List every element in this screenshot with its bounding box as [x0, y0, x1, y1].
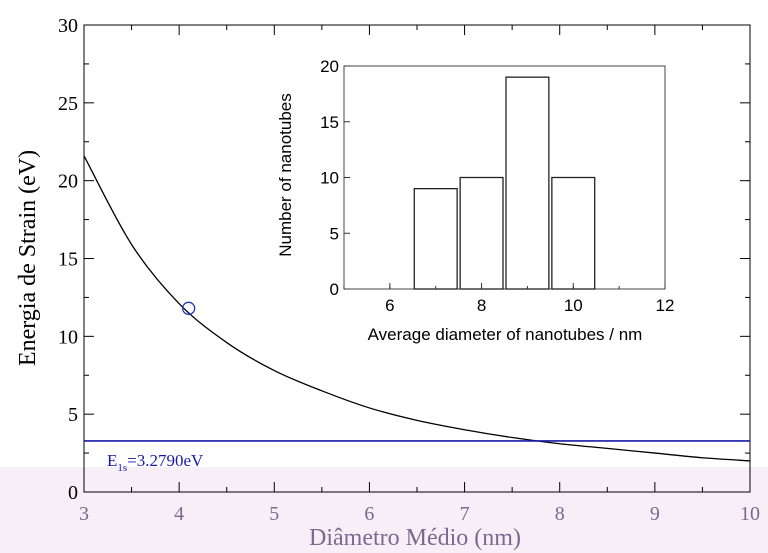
data-point-marker [182, 301, 196, 315]
main-x-tick-label: 10 [740, 503, 760, 525]
inset-x-tick-label: 6 [385, 296, 394, 315]
inset-y-tick-label: 15 [320, 113, 339, 132]
main-tick-labels: 3 4 5 6 7 8 9 10 0 5 10 15 20 25 30 [58, 15, 760, 525]
inset-y-tick-label: 20 [320, 57, 339, 76]
main-y-axis-title: Energia de Strain (eV) [15, 150, 41, 366]
inset-x-axis-title: Average diameter of nanotubes / nm [368, 325, 643, 344]
inset-y-tick-label: 0 [330, 280, 339, 299]
histogram-bar [505, 76, 550, 290]
inset-x-tick-label: 10 [564, 296, 583, 315]
e1s-annotation-main: E [107, 451, 117, 470]
main-x-tick-label: 4 [174, 503, 184, 525]
inset-y-tick-label: 5 [330, 224, 339, 243]
e1s-annotation: E1s=3.2790eV [107, 451, 204, 474]
main-y-tick-label: 5 [68, 404, 78, 426]
inset-y-tick-label: 10 [320, 169, 339, 188]
main-x-tick-label: 7 [460, 503, 470, 525]
e1s-annotation-rest: =3.2790eV [127, 451, 204, 470]
main-x-tick-label: 3 [79, 503, 89, 525]
inset-ticks [343, 65, 666, 290]
e1s-annotation-sub: 1s [117, 462, 127, 474]
histogram-bar [413, 187, 458, 290]
main-x-axis-title: Diâmetro Médio (nm) [309, 525, 521, 551]
main-y-tick-label: 15 [58, 249, 78, 271]
main-y-tick-label: 0 [68, 482, 78, 504]
main-y-tick-label: 10 [58, 326, 78, 348]
inset-x-tick-label: 8 [477, 296, 486, 315]
inset-plot-frame [343, 65, 666, 290]
main-x-tick-label: 6 [364, 503, 374, 525]
strain-energy-curve [83, 155, 751, 462]
main-x-tick-label: 8 [555, 503, 565, 525]
histogram-bar [551, 176, 596, 290]
main-ticks [83, 24, 751, 493]
inset-bars [413, 76, 596, 290]
inset-x-tick-label: 12 [656, 296, 675, 315]
main-y-tick-label: 20 [58, 171, 78, 193]
histogram-bar [459, 176, 504, 290]
main-x-tick-label: 5 [269, 503, 279, 525]
inset-y-axis-title: Number of nanotubes [276, 93, 295, 257]
inset-tick-labels: 6 8 10 12 0 5 10 15 20 [320, 57, 674, 315]
main-y-tick-label: 30 [58, 15, 78, 37]
bottom-fade-band [0, 467, 768, 553]
main-y-tick-label: 25 [58, 93, 78, 115]
main-x-tick-label: 9 [650, 503, 660, 525]
